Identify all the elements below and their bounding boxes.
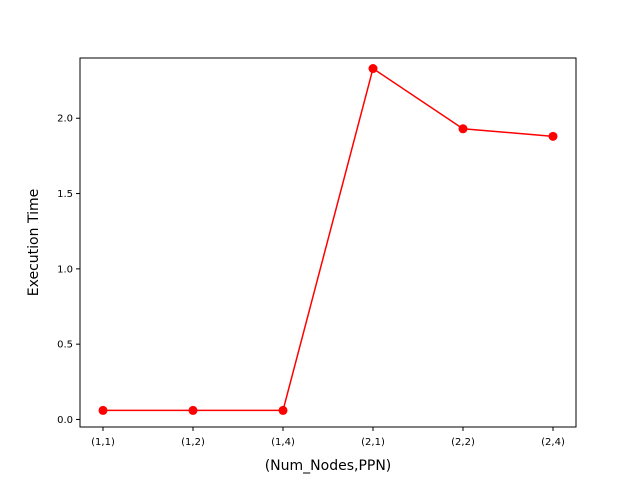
y-tick-label: 1.5	[57, 189, 73, 200]
y-tick-label: 0.0	[57, 415, 73, 426]
data-point	[278, 405, 288, 415]
y-tick-label: 1.0	[57, 264, 73, 275]
y-axis-label: Execution Time	[26, 189, 42, 296]
plot-frame	[79, 57, 577, 428]
x-tick-label: (2,4)	[541, 437, 565, 448]
x-tick-label: (1,2)	[181, 437, 205, 448]
plot-background	[80, 58, 576, 427]
data-point	[548, 131, 558, 141]
x-tick-label: (2,1)	[361, 437, 385, 448]
x-axis-label: (Num_Nodes,PPN)	[265, 458, 392, 474]
x-axis-ticks: (1,1) (1,2) (1,4) (2,1) (2,2) (2,4)	[91, 427, 565, 448]
x-tick-label: (1,4)	[271, 437, 295, 448]
y-axis-ticks: 0.0 0.5 1.0 1.5 2.0	[57, 114, 80, 426]
data-point	[98, 405, 108, 415]
data-point	[188, 405, 198, 415]
data-point	[458, 124, 468, 134]
data-point	[368, 64, 378, 74]
y-tick-label: 0.5	[57, 340, 73, 351]
series-layer	[98, 64, 558, 415]
x-tick-label: (2,2)	[451, 437, 475, 448]
y-tick-label: 2.0	[57, 114, 73, 125]
x-tick-label: (1,1)	[91, 437, 115, 448]
series-line	[103, 67, 554, 412]
